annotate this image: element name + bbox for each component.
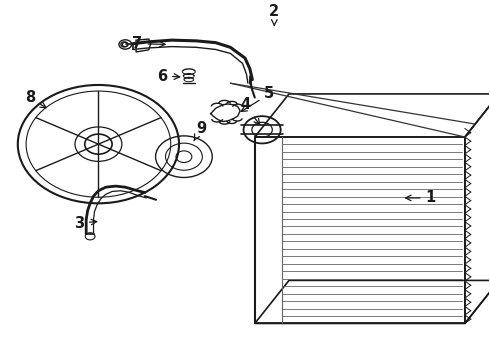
Text: 6: 6 — [157, 68, 180, 84]
Text: 4: 4 — [240, 97, 260, 125]
Text: 5: 5 — [241, 86, 274, 112]
Text: 2: 2 — [269, 4, 279, 25]
Text: 1: 1 — [406, 190, 436, 206]
Text: 9: 9 — [194, 121, 206, 141]
Text: 3: 3 — [74, 216, 97, 230]
Text: 8: 8 — [25, 90, 46, 108]
Text: 7: 7 — [132, 36, 165, 51]
